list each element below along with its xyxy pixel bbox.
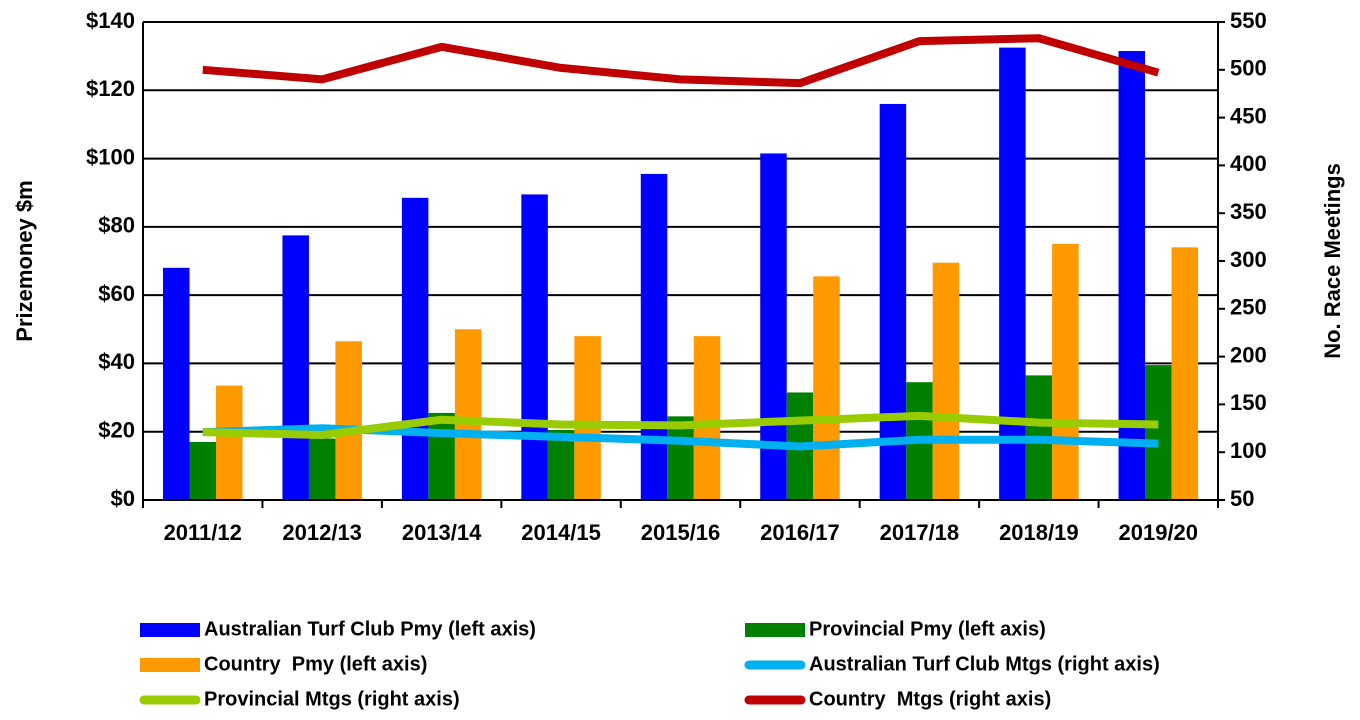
y2-tick-label: 100: [1230, 438, 1267, 463]
x-tick-label: 2016/17: [760, 520, 840, 545]
bar: [189, 441, 216, 500]
y-tick-label: $40: [98, 349, 135, 374]
bar: [574, 336, 601, 500]
y2-tick-label: 450: [1230, 103, 1267, 128]
bar: [640, 173, 668, 500]
bar: [1118, 51, 1146, 501]
x-tick-label: 2011/12: [164, 520, 242, 545]
bar: [216, 385, 243, 500]
x-tick-label: 2017/18: [880, 520, 960, 545]
legend-label: Australian Turf Club Pmy (left axis): [204, 618, 536, 640]
x-tick-label: 2019/20: [1119, 520, 1199, 545]
bar: [308, 438, 336, 500]
x-tick-label: 2012/13: [282, 520, 362, 545]
y-tick-label: $20: [98, 418, 135, 443]
line: [202, 411, 1159, 439]
y2-axis-label: No. Race Meetings: [1320, 163, 1345, 359]
y-tick-label: $120: [86, 76, 135, 101]
y2-tick-label: 250: [1230, 295, 1267, 320]
x-tick-label: 2015/16: [641, 520, 721, 545]
legend-swatch: [745, 623, 805, 637]
y-tick-label: $0: [111, 486, 135, 511]
x-tick-label: 2014/15: [521, 520, 601, 545]
legend-label: Provincial Pmy (left axis): [809, 618, 1046, 640]
bar: [813, 276, 840, 500]
bar: [1171, 247, 1199, 500]
bar: [428, 412, 455, 500]
bar: [1052, 243, 1079, 500]
bar: [999, 47, 1026, 500]
bar: [163, 267, 190, 500]
y-axis-label: Prizemoney $m: [12, 180, 37, 341]
bar: [547, 430, 575, 500]
y-tick-label: $140: [86, 8, 135, 33]
legend-label: Australian Turf Club Mtgs (right axis): [809, 653, 1160, 675]
x-tick-label: 2013/14: [402, 520, 482, 545]
x-tick-label: 2018/19: [999, 520, 1079, 545]
y2-tick-label: 150: [1230, 390, 1267, 415]
y-tick-label: $80: [98, 213, 135, 238]
bar: [693, 336, 721, 500]
bar: [1145, 365, 1172, 500]
y-tick-label: $60: [98, 281, 135, 306]
bar: [335, 341, 362, 500]
y2-tick-label: 550: [1230, 8, 1267, 33]
y2-tick-label: 50: [1230, 486, 1254, 511]
bar: [454, 329, 482, 500]
y2-tick-label: 350: [1230, 199, 1267, 224]
bar: [879, 103, 907, 500]
line: [202, 34, 1160, 88]
bar: [521, 194, 548, 500]
legend-label: Country Mtgs (right axis): [809, 688, 1051, 710]
y2-tick-label: 400: [1230, 151, 1267, 176]
legend-label: Country Pmy (left axis): [204, 653, 427, 675]
legend-swatch: [140, 623, 200, 637]
y2-tick-label: 300: [1230, 247, 1267, 272]
y2-tick-label: 200: [1230, 342, 1267, 367]
legend-swatch: [140, 658, 200, 672]
legend-label: Provincial Mtgs (right axis): [204, 688, 460, 710]
y2-tick-label: 500: [1230, 56, 1267, 81]
bar: [282, 235, 309, 500]
bar: [932, 262, 960, 500]
y-tick-label: $100: [86, 144, 135, 169]
bar: [401, 197, 429, 501]
bar: [667, 416, 694, 500]
